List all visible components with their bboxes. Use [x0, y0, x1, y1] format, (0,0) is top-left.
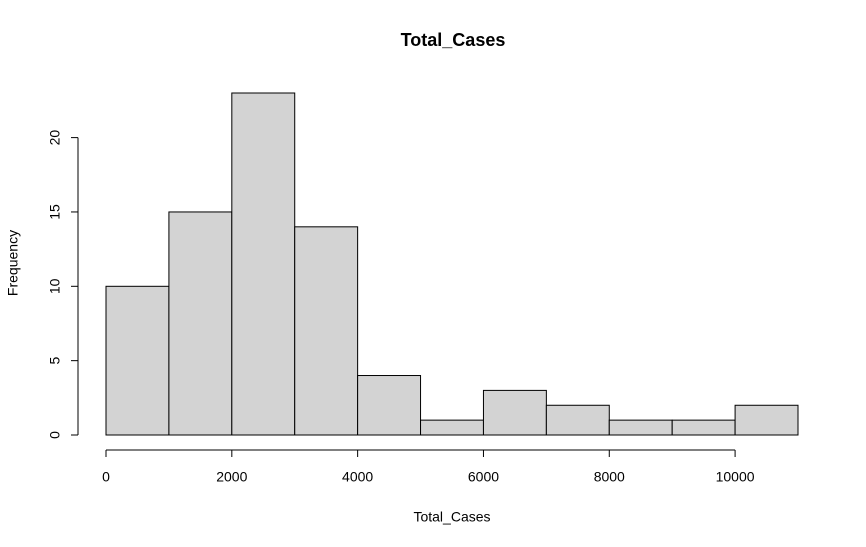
bar [105, 285, 170, 436]
y-tick-label: 15 [47, 204, 63, 220]
bar [734, 404, 799, 436]
y-tick-label: 20 [47, 130, 63, 146]
x-axis-label: Total_Cases [413, 509, 490, 525]
x-tick-label: 4000 [342, 469, 373, 485]
bar [671, 419, 736, 436]
bar [608, 419, 673, 436]
bar [420, 419, 484, 436]
y-tick-label: 0 [47, 431, 63, 439]
y-tick-label: 10 [47, 278, 63, 294]
x-tick-label: 0 [102, 469, 110, 485]
y-tick-label: 5 [47, 357, 63, 365]
x-tick-label: 8000 [594, 469, 625, 485]
x-tick-label: 10000 [716, 469, 755, 485]
bar [294, 226, 359, 436]
bar [231, 92, 296, 436]
chart-title: Total_Cases [401, 30, 506, 50]
bar [482, 389, 547, 436]
bar [357, 375, 422, 436]
y-axis-label: Frequency [5, 230, 21, 296]
bar [545, 404, 610, 436]
x-tick-label: 6000 [468, 469, 499, 485]
bar [168, 211, 233, 436]
x-tick-label: 2000 [216, 469, 247, 485]
